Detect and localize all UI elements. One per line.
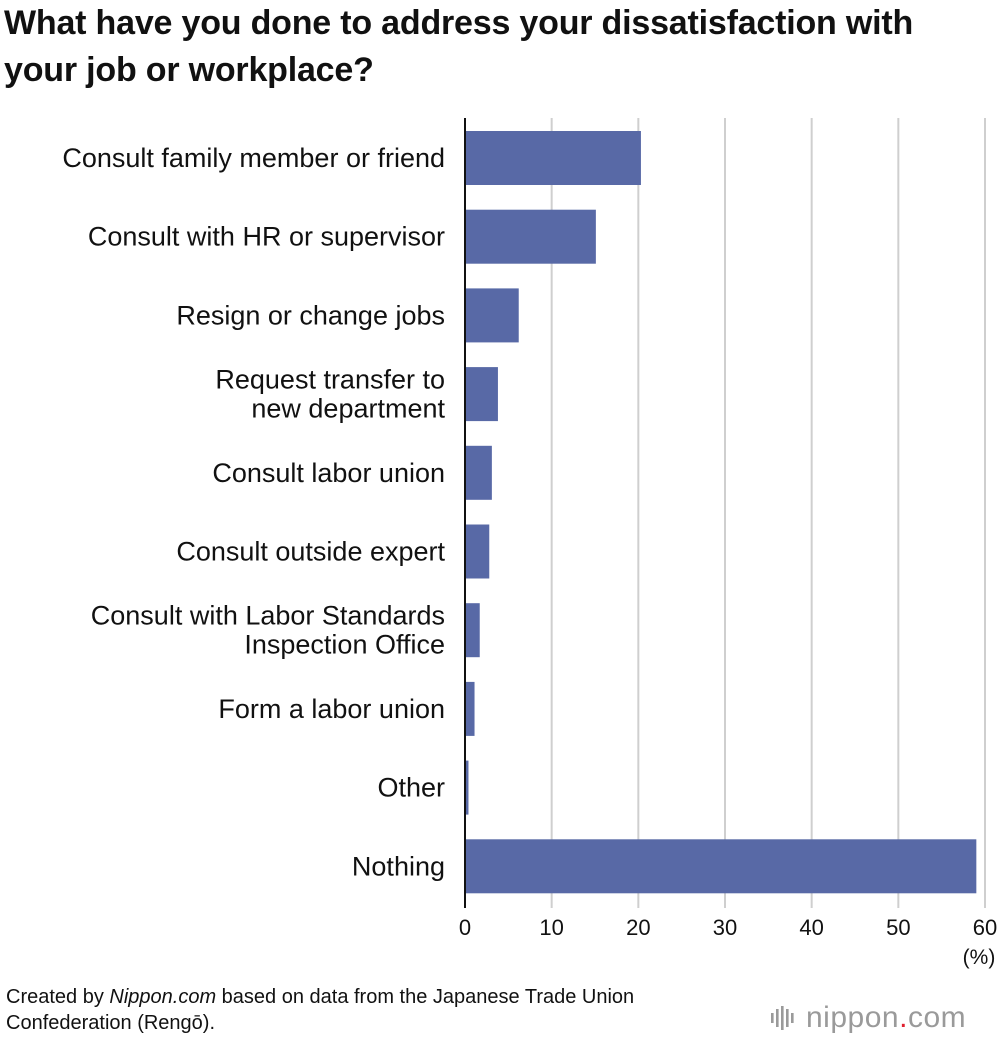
category-label-line: Request transfer to (215, 365, 445, 395)
bar (465, 131, 641, 185)
x-tick-label: 30 (713, 915, 737, 940)
bar-chart: Consult family member or friend Consult w… (62, 118, 997, 969)
category-label-line: Consult with HR or supervisor (88, 222, 445, 252)
category-label: Resign or change jobs (176, 300, 445, 330)
x-tick-label: 10 (539, 915, 563, 940)
bar (465, 681, 475, 736)
source-note: Created by Nippon.com based on data from… (6, 984, 746, 1036)
category-label: Nothing (352, 851, 445, 881)
logo-tld: com (907, 1001, 967, 1034)
category-label-line: Consult outside expert (176, 537, 445, 567)
sound-wave-icon (771, 1006, 794, 1030)
category-label-line: new department (251, 394, 445, 424)
x-tick-label: 50 (886, 915, 910, 940)
grid-lines (550, 118, 986, 908)
source-suffix: based on data from the Japanese Trade Un… (6, 986, 635, 1034)
category-labels: Consult family member or friend Consult w… (62, 143, 445, 881)
bar (465, 288, 519, 343)
source-prefix: Created by (6, 986, 110, 1008)
category-label: Consult with Labor Standards Inspection O… (91, 601, 445, 660)
category-label: Other (377, 773, 445, 803)
x-tick-label: 60 (973, 915, 997, 940)
category-label-line: Form a labor union (218, 694, 445, 724)
category-label-line: Inspection Office (244, 630, 445, 660)
bar (465, 367, 498, 422)
logo-name: nippon (806, 1001, 900, 1034)
category-label-line: Consult family member or friend (62, 143, 445, 173)
category-label-line: Consult labor union (212, 458, 445, 488)
source-name: Nippon.com (109, 986, 217, 1008)
x-axis-unit-label: (%) (963, 946, 996, 969)
category-label: Form a labor union (218, 694, 445, 724)
bar (465, 209, 596, 264)
logo-text: nippon.com (806, 1001, 966, 1035)
category-label-line: Consult with Labor Standards (91, 601, 445, 631)
bar (465, 760, 469, 815)
x-tick-label: 20 (626, 915, 650, 940)
x-tick-label: 0 (459, 915, 471, 940)
bar (465, 603, 480, 658)
category-label: Consult labor union (212, 458, 445, 488)
bar (465, 839, 977, 894)
category-label: Consult outside expert (176, 537, 445, 567)
nippon-logo[interactable]: nippon.com (770, 1000, 966, 1036)
category-label-line: Resign or change jobs (176, 300, 445, 330)
category-label-line: Other (377, 773, 445, 803)
category-label-line: Nothing (352, 851, 445, 881)
bar (465, 524, 490, 579)
category-label: Consult family member or friend (62, 143, 445, 173)
logo-dot: . (899, 1001, 908, 1034)
bar (465, 445, 492, 500)
category-label: Consult with HR or supervisor (88, 222, 445, 252)
bars (465, 131, 977, 894)
x-tick-label: 40 (799, 915, 823, 940)
x-tick-labels: 0 10 20 30 40 50 60 (459, 915, 997, 940)
chart-title: What have you done to address your dissa… (4, 4, 914, 89)
category-label: Request transfer to new department (215, 365, 445, 424)
